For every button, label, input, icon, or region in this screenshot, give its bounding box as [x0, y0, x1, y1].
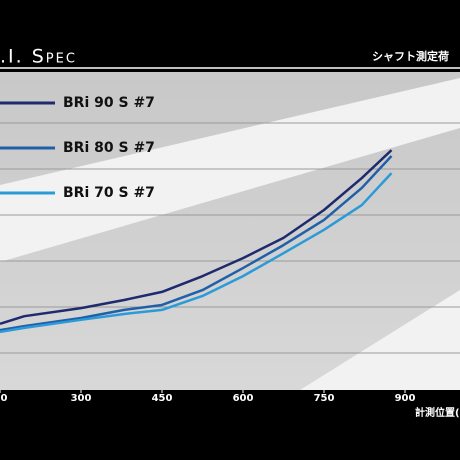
x-axis-label: 計測位置(	[415, 406, 460, 419]
series-line	[0, 149, 393, 326]
x-tick-label: 900	[395, 393, 416, 404]
diagonal-band	[0, 78, 460, 262]
legend-label: BRi 90 S #7	[63, 95, 155, 111]
diagonal-band	[300, 290, 460, 390]
x-tick-label: 600	[233, 393, 254, 404]
x-tick-label: 300	[71, 393, 92, 404]
chart-subtitle: シャフト測定荷	[372, 49, 449, 63]
series-line	[0, 155, 393, 332]
x-tick-label: 450	[152, 393, 173, 404]
legend-label: BRi 80 S #7	[63, 140, 155, 156]
chart-title: .I. Spec	[0, 46, 77, 68]
series-line	[0, 172, 393, 334]
legend-label: BRi 70 S #7	[63, 185, 155, 201]
x-tick-label: 750	[314, 393, 335, 404]
x-tick-label: 0	[1, 393, 8, 404]
band-lines	[0, 122, 460, 354]
